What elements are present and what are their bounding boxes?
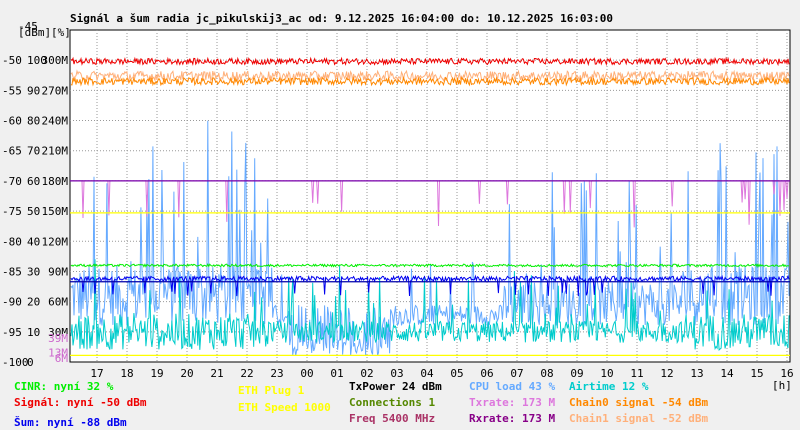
x-tick-label: 16 [780, 367, 793, 380]
y-extra-label: 13M [48, 346, 68, 359]
y-tick-rate: 90M [48, 265, 68, 278]
y-tick-dbm: -70 [2, 175, 22, 188]
x-tick-label: 10 [600, 367, 613, 380]
y-tick-percent: 0 [27, 356, 34, 369]
x-tick-label: 04 [420, 367, 434, 380]
x-tick-label: 21 [210, 367, 223, 380]
y-tick-dbm: -65 [2, 145, 22, 158]
y-tick-percent: 60 [27, 175, 40, 188]
series-airtime [70, 259, 790, 351]
legend-txrate: Txrate: 173 M [469, 396, 555, 409]
y-tick-rate: 30M [48, 326, 68, 339]
x-tick-label: 14 [720, 367, 734, 380]
x-tick-label: 20 [180, 367, 193, 380]
legend-eth-speed: ETH Speed 1000 [238, 401, 331, 414]
x-tick-label: 19 [150, 367, 163, 380]
x-tick-label: 12 [660, 367, 673, 380]
legend-eth-plug: ETH Plug 1 [238, 384, 305, 397]
x-tick-label: 01 [330, 367, 343, 380]
series-chain1 [70, 69, 790, 83]
y-extra-label: 39M [48, 332, 68, 345]
x-tick-label: 00 [300, 367, 313, 380]
x-tick-label: 09 [570, 367, 583, 380]
legend: CINR: nyní 32 % Signál: nyní -50 dBm Šum… [14, 380, 708, 429]
y-tick-rate: 150M [42, 205, 69, 218]
y-tick-rate: 300M [42, 54, 69, 67]
x-tick-label: 07 [510, 367, 523, 380]
y-tick-percent: 30 [27, 265, 40, 278]
x-tick-label: 23 [270, 367, 283, 380]
legend-cinr: CINR: nyní 32 % [14, 380, 114, 393]
legend-cpu: CPU load 43 % [469, 380, 555, 393]
y-tick-percent: 10 [27, 326, 40, 339]
y-tick-dbm: -85 [2, 265, 22, 278]
x-tick-label: 11 [630, 367, 643, 380]
y-tick-dbm: -80 [2, 235, 22, 248]
y-tick-dbm: -90 [2, 296, 22, 309]
y-tick-percent: 80 [27, 115, 40, 128]
legend-signal: Signál: nyní -50 dBm [14, 396, 147, 409]
x-axis-unit: [h] [772, 379, 792, 392]
y-tick-rate: 180M [42, 175, 69, 188]
x-tick-label: 18 [120, 367, 133, 380]
x-tick-label: 22 [240, 367, 253, 380]
x-tick-label: 17 [90, 367, 103, 380]
legend-rxrate: Rxrate: 173 M [469, 412, 555, 425]
series-cinr [70, 263, 790, 268]
y-tick-rate: 210M [42, 145, 69, 158]
y-tick-percent: 50 [27, 205, 40, 218]
chart-title: Signál a šum radia jc_pikulskij3_ac od: … [70, 12, 613, 25]
y-tick-rate: 120M [42, 235, 69, 248]
x-axis-ticks: 17 18 19 20 21 22 23 00 01 02 03 04 05 06 07 08 09 10 11 12… [90, 367, 793, 380]
y-axis-unit-percent: [%] [51, 26, 71, 39]
y-tick-dbm: -95 [2, 326, 22, 339]
y-tick-dbm: -75 [2, 205, 22, 218]
y-tick-rate: 240M [42, 115, 69, 128]
y-axis-top-value: -45 [18, 20, 38, 33]
y-tick-percent: 40 [27, 235, 40, 248]
reference-lines [70, 180, 790, 356]
y-tick-percent: 70 [27, 145, 40, 158]
legend-connections: Connections 1 [349, 396, 435, 409]
x-tick-label: 03 [390, 367, 403, 380]
legend-airtime: Airtime 12 % [569, 380, 649, 393]
y-axis-unit-dbm: [dBm] [18, 26, 51, 39]
legend-chain0: Chain0 signal -54 dBm [569, 396, 708, 409]
y-tick-percent: 90 [27, 84, 40, 97]
legend-noise: Šum: nyní -88 dBm [14, 416, 127, 429]
series-noise [70, 274, 790, 297]
x-tick-label: 15 [750, 367, 763, 380]
x-tick-label: 02 [360, 367, 373, 380]
y-tick-percent: 20 [27, 296, 40, 309]
y-tick-dbm: -60 [2, 115, 22, 128]
legend-chain1: Chain1 signal -52 dBm [569, 412, 708, 425]
y-extra-label: 6M [55, 352, 69, 365]
series-signal [70, 56, 790, 67]
legend-txpower: TxPower 24 dBm [349, 380, 442, 393]
y-tick-percent: 100 [27, 54, 47, 67]
y-tick-dbm: -100 [2, 356, 29, 369]
x-tick-label: 13 [690, 367, 703, 380]
y-tick-dbm: -50 [2, 54, 22, 67]
x-tick-label: 05 [450, 367, 463, 380]
x-tick-label: 08 [540, 367, 553, 380]
y-tick-rate: 60M [48, 296, 68, 309]
legend-freq: Freq 5400 MHz [349, 412, 435, 425]
y-tick-dbm: -55 [2, 84, 22, 97]
y-tick-rate: 270M [42, 84, 69, 97]
x-tick-label: 06 [480, 367, 493, 380]
series-chain0 [70, 75, 790, 87]
